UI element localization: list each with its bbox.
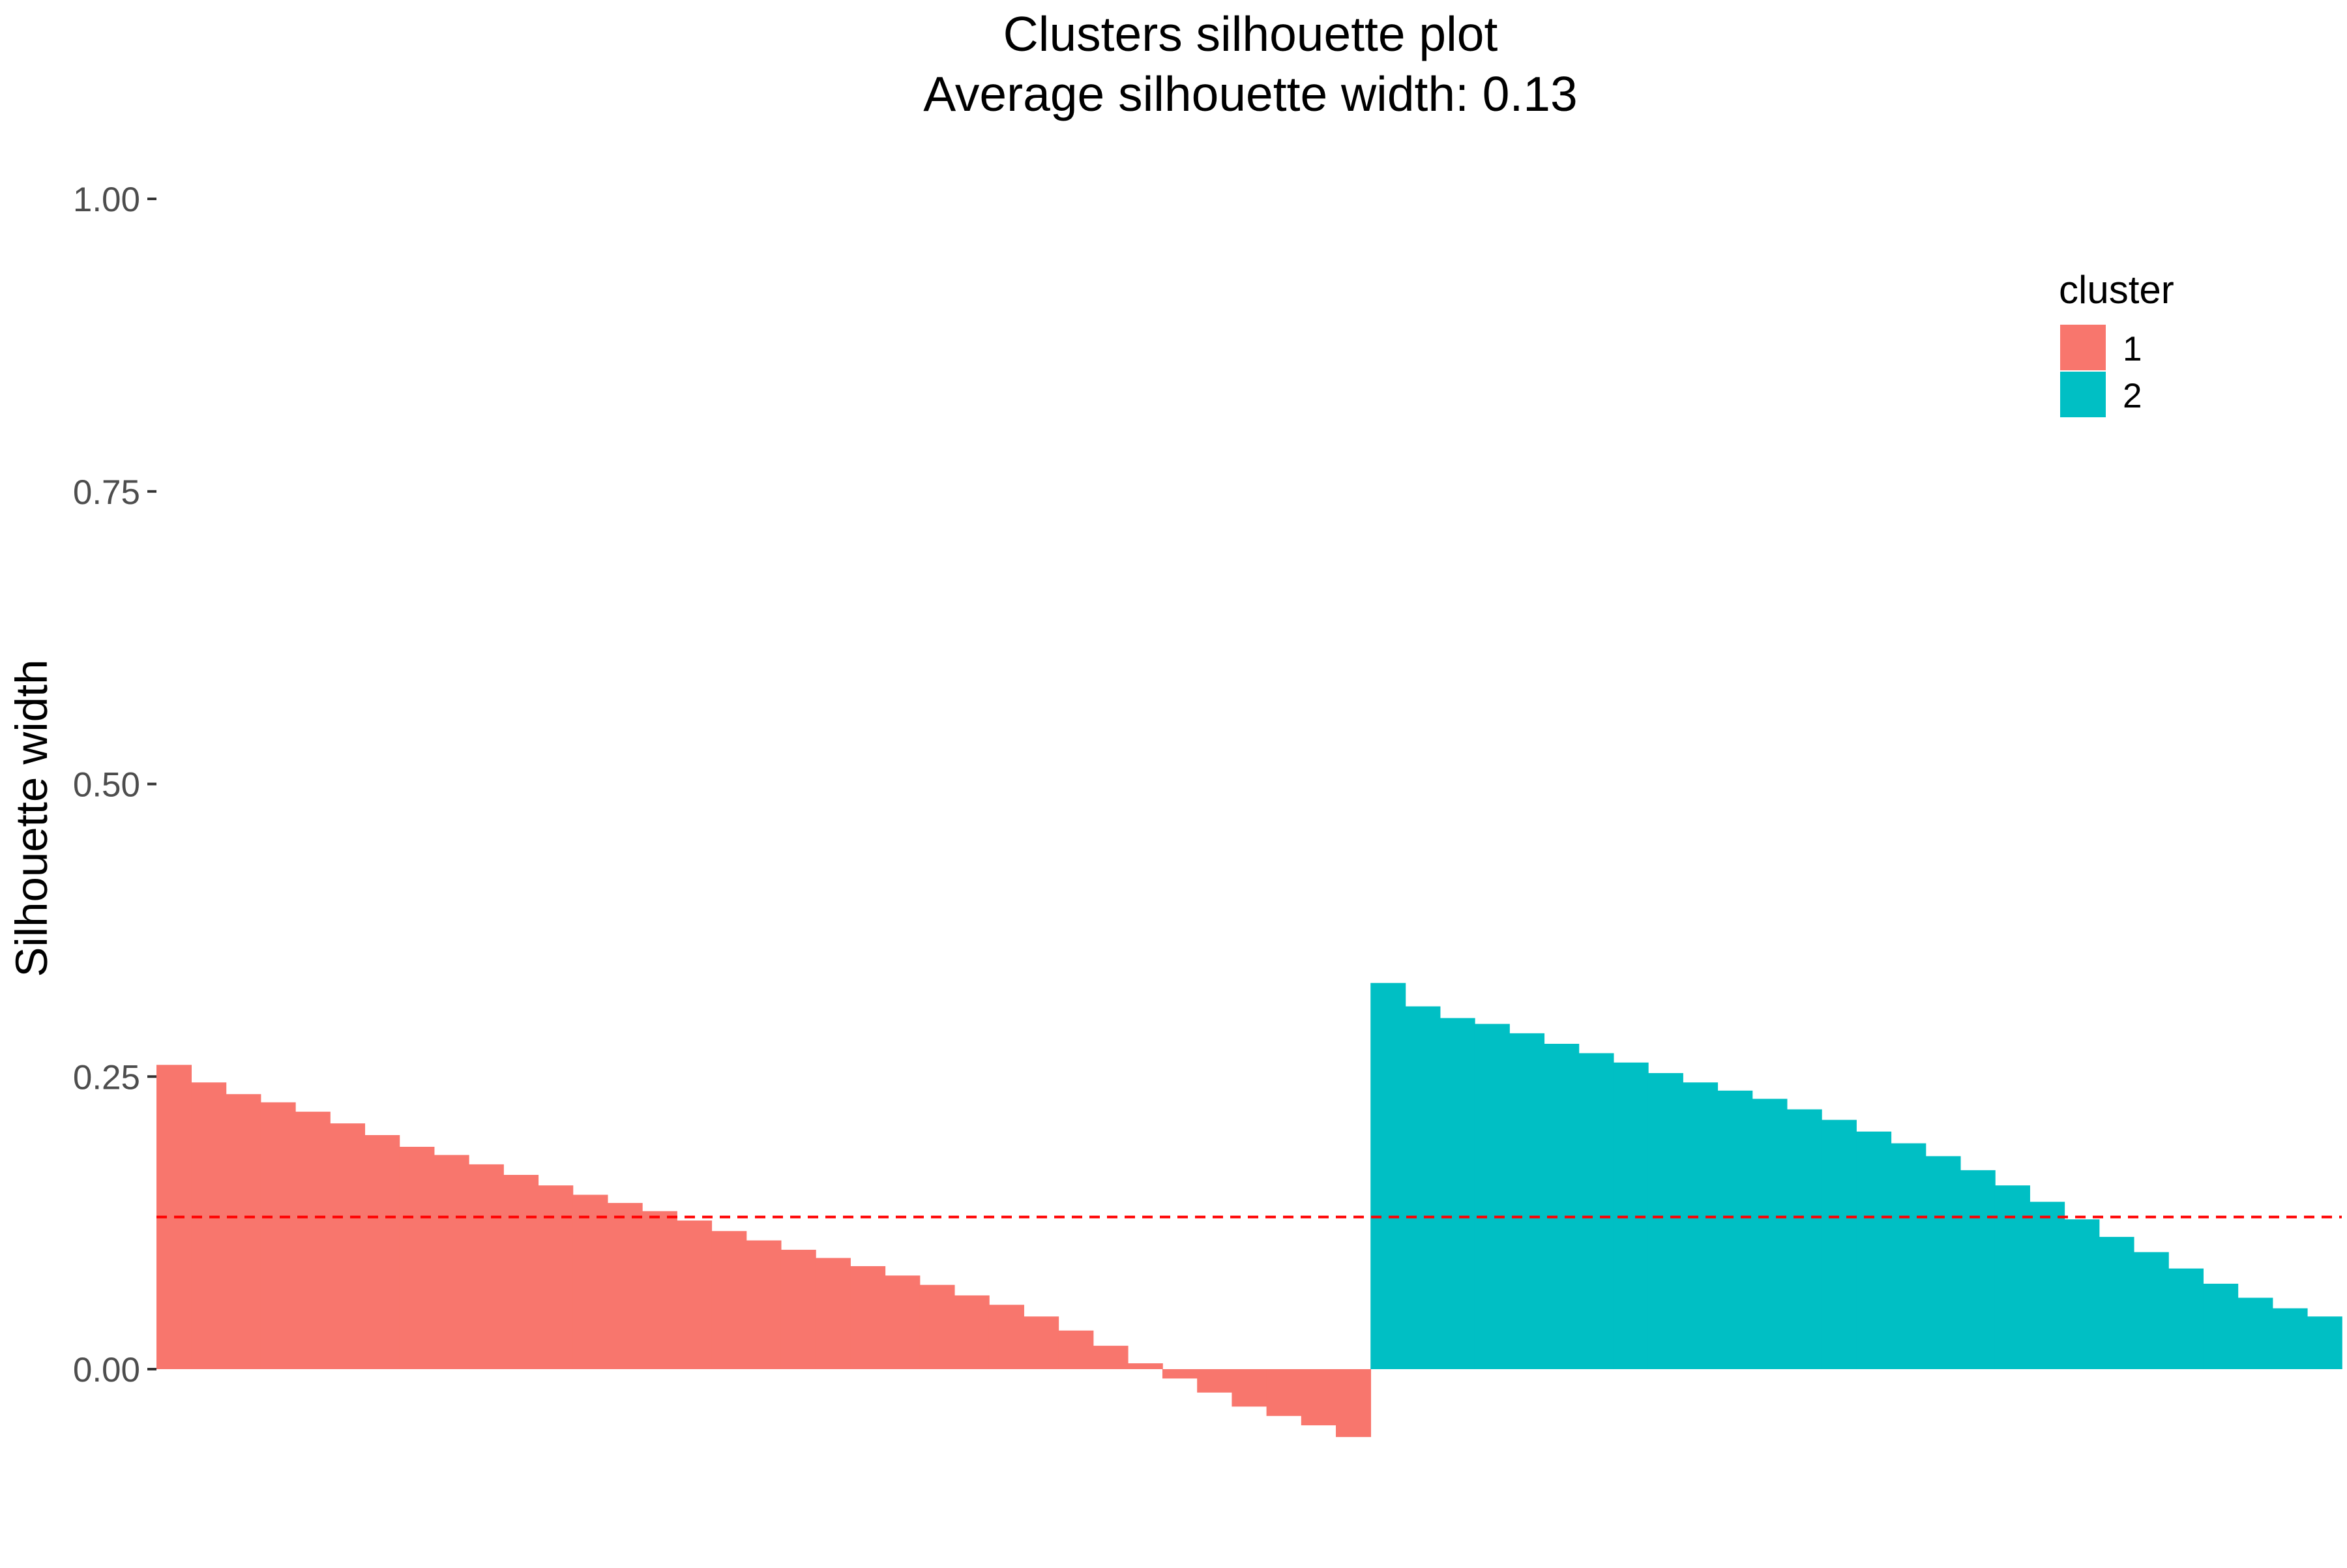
bar-cluster-1: [780, 1249, 816, 1369]
bar-cluster-1: [850, 1266, 886, 1369]
y-axis: 0.00 0.25 0.50 0.75 1.00: [73, 181, 156, 1389]
y-tick-label: 0.50: [73, 766, 140, 805]
bar-cluster-1: [677, 1220, 713, 1369]
legend: cluster 1 2: [2059, 268, 2174, 417]
bar-cluster-1: [1232, 1369, 1267, 1407]
bar-cluster-1: [1162, 1369, 1198, 1379]
bar-cluster-1: [988, 1305, 1024, 1369]
bar-cluster-2: [1647, 1072, 1683, 1369]
bar-cluster-2: [1821, 1119, 1857, 1369]
bar-cluster-2: [1578, 1053, 1614, 1369]
bar-cluster-1: [434, 1155, 469, 1369]
y-tick-label: 0.00: [73, 1351, 140, 1389]
chart-title: Clusters silhouette plot: [1003, 7, 1498, 61]
y-axis-title: Silhouette width: [7, 659, 57, 977]
bar-cluster-1: [1301, 1369, 1336, 1426]
bar-cluster-1: [364, 1135, 400, 1369]
bar-cluster-1: [572, 1194, 608, 1369]
bar-cluster-1: [954, 1295, 990, 1369]
bar-cluster-1: [260, 1102, 296, 1369]
legend-label-1: 1: [2123, 330, 2142, 368]
bar-cluster-2: [2099, 1237, 2134, 1369]
bar-cluster-1: [399, 1146, 435, 1369]
bar-cluster-1: [746, 1240, 782, 1369]
bar-cluster-1: [1127, 1363, 1163, 1369]
bar-cluster-1: [503, 1175, 539, 1369]
bar-cluster-1: [1058, 1330, 1094, 1369]
bar-cluster-1: [1093, 1346, 1129, 1369]
bar-cluster-1: [538, 1185, 574, 1369]
bar-cluster-2: [1856, 1131, 1892, 1369]
bar-cluster-1: [919, 1284, 955, 1369]
bar-cluster-1: [815, 1258, 851, 1369]
bar-cluster-2: [2168, 1268, 2204, 1369]
bar-cluster-2: [2030, 1202, 2065, 1369]
bar-cluster-2: [1509, 1033, 1545, 1369]
bar-cluster-2: [1925, 1156, 1961, 1369]
bar-cluster-1: [1266, 1369, 1302, 1416]
bar-cluster-2: [1717, 1090, 1753, 1369]
legend-swatch-2: [2060, 372, 2106, 417]
bar-cluster-2: [2203, 1283, 2239, 1369]
bar-cluster-2: [1786, 1109, 1822, 1369]
legend-title: cluster: [2059, 268, 2174, 312]
bar-cluster-1: [1197, 1369, 1233, 1393]
legend-swatch-1: [2060, 325, 2106, 370]
bar-cluster-2: [2237, 1297, 2273, 1369]
y-tick-label: 1.00: [73, 181, 140, 219]
bar-cluster-2: [1994, 1185, 2030, 1369]
bar-cluster-2: [2307, 1316, 2342, 1369]
legend-label-2: 2: [2123, 377, 2142, 415]
bar-cluster-1: [330, 1123, 366, 1369]
bar-cluster-2: [1370, 983, 1406, 1369]
bar-cluster-2: [1683, 1082, 1719, 1369]
bar-cluster-2: [1439, 1018, 1475, 1369]
y-tick-label: 0.75: [73, 473, 140, 512]
chart-subtitle: Average silhouette width: 0.13: [923, 67, 1577, 121]
bar-cluster-1: [607, 1203, 643, 1369]
bar-cluster-2: [1891, 1143, 1926, 1369]
bar-cluster-1: [226, 1094, 261, 1369]
bar-cluster-2: [2133, 1252, 2169, 1369]
bar-cluster-2: [1405, 1006, 1441, 1369]
plot-area: [156, 983, 2342, 1438]
bar-cluster-1: [191, 1082, 227, 1369]
bar-cluster-1: [711, 1231, 747, 1369]
bar-cluster-2: [1474, 1024, 1510, 1369]
bar-cluster-2: [1752, 1099, 1788, 1369]
bar-cluster-2: [2272, 1308, 2308, 1369]
bar-cluster-1: [642, 1211, 677, 1369]
bar-cluster-2: [1960, 1170, 1996, 1369]
bar-cluster-1: [1024, 1316, 1059, 1369]
bar-cluster-2: [1544, 1043, 1580, 1369]
bar-cluster-1: [885, 1275, 921, 1369]
bar-cluster-1: [295, 1112, 331, 1369]
bar-cluster-1: [468, 1164, 504, 1370]
bar-cluster-2: [2064, 1219, 2100, 1369]
y-tick-label: 0.25: [73, 1058, 140, 1097]
bar-cluster-1: [1336, 1369, 1372, 1438]
